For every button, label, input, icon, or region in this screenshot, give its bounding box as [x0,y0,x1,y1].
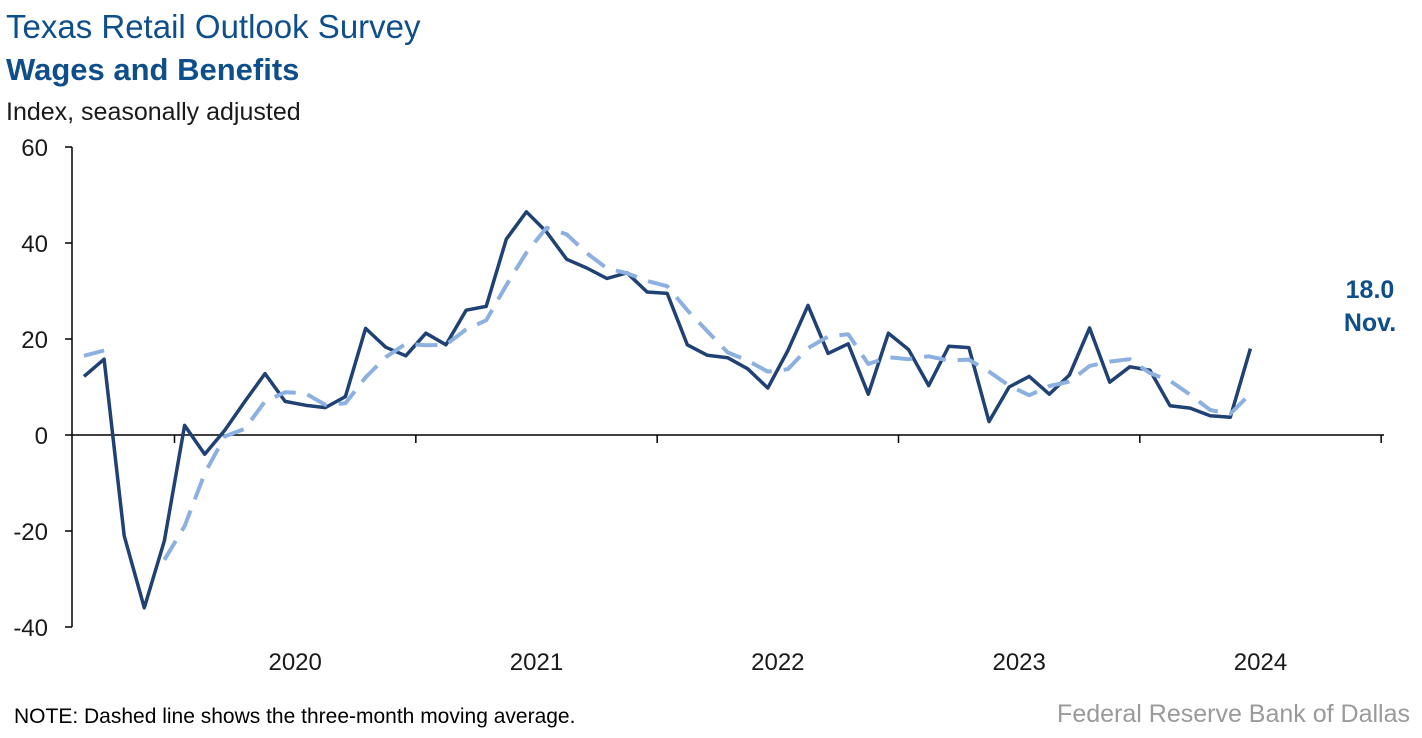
x-tick-label: 2023 [992,649,1045,676]
callout-value: 18.0 [1346,276,1395,304]
chart-labels: -40 -20 0 20 40 60 2020 2021 2022 2023 2024 18.0 Nov… [13,135,1396,676]
y-tick-label: 20 [21,327,48,354]
x-tick-label: 2020 [268,649,321,676]
index-line [82,210,1253,610]
chart-axes [65,146,1384,628]
source-credit: Federal Reserve Bank of Dallas [1057,700,1410,728]
x-tick-label: 2021 [510,649,563,676]
y-tick-label: -40 [13,615,48,642]
chart-subtitle: Wages and Benefits [6,52,300,87]
y-tick-label: 40 [21,231,48,258]
y-tick-label: -20 [13,519,48,546]
y-axis-label: Index, seasonally adjusted [6,98,301,126]
series-layer [82,210,1253,610]
callout-label: Nov. [1344,309,1396,337]
chart-note: NOTE: Dashed line shows the three-month … [14,705,576,728]
y-tick-label: 60 [21,135,48,162]
x-tick-label: 2024 [1234,649,1287,676]
y-tick-label: 0 [35,423,48,450]
chart-title: Texas Retail Outlook Survey [6,8,421,45]
moving-average-line [83,225,1252,561]
x-tick-label: 2022 [751,649,804,676]
